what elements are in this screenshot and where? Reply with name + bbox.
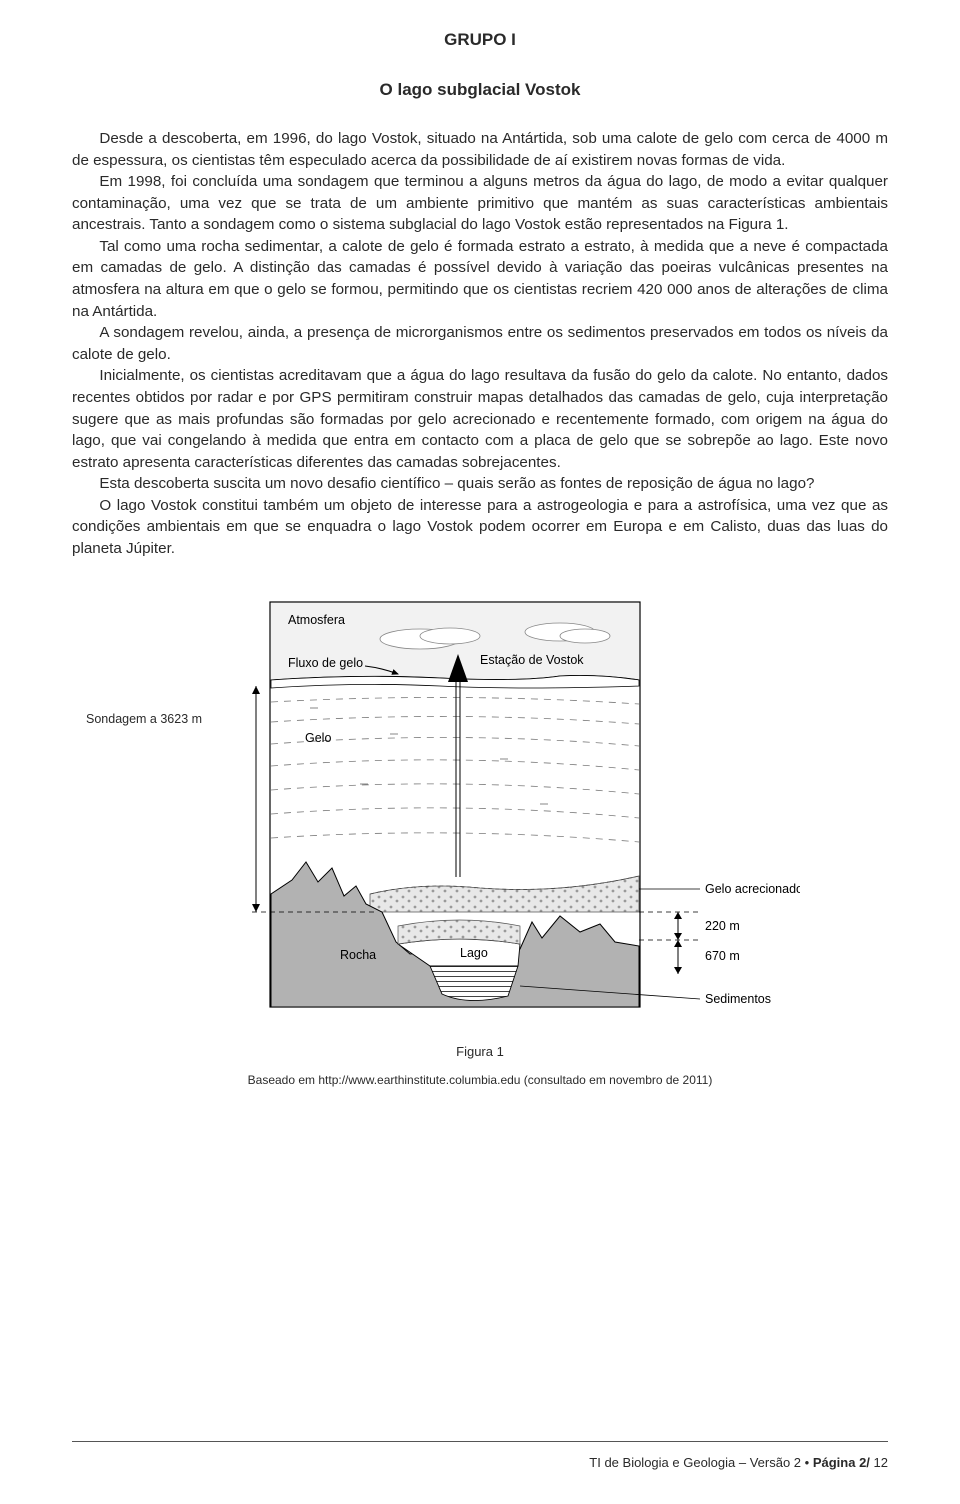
lake-label: Lago [460,946,488,960]
paragraph: Tal como uma rocha sedimentar, a calote … [72,236,888,322]
ice-flow-label: Fluxo de gelo [288,656,363,670]
body-text: Desde a descoberta, em 1996, do lago Vos… [72,128,888,560]
sediments-label: Sedimentos [705,992,771,1006]
figure-container: Sondagem a 3623 m Atmosfera [72,594,888,1087]
sondagem-label: Sondagem a 3623 m [86,712,202,726]
rock-label: Rocha [340,948,376,962]
subject-title: O lago subglacial Vostok [72,80,888,100]
depth-670-label: 670 m [705,949,740,963]
paragraph: A sondagem revelou, ainda, a presença de… [72,322,888,365]
figure-caption: Figura 1 [72,1044,888,1059]
paragraph: Inicialmente, os cientistas acreditavam … [72,365,888,473]
vostok-diagram: Atmosfera Fluxo de gelo Estação de Vosto… [160,594,800,1024]
footer-page-label: Página 2/ [809,1455,873,1470]
footer-text: TI de Biologia e Geologia – Versão 2 • P… [589,1455,888,1470]
atmosphere-label: Atmosfera [288,613,345,627]
paragraph: Esta descoberta suscita um novo desafio … [72,473,888,495]
depth-220-label: 220 m [705,919,740,933]
ice-label: Gelo [305,731,331,745]
figure-source: Baseado em http://www.earthinstitute.col… [72,1073,888,1087]
accreted-ice-label: Gelo acrecionado [705,882,800,896]
footer-prefix: TI de Biologia e Geologia – Versão 2 [589,1455,804,1470]
footer-divider [72,1441,888,1442]
station-label: Estação de Vostok [480,653,584,667]
footer-total: 12 [874,1455,888,1470]
paragraph: O lago Vostok constitui também um objeto… [72,495,888,560]
paragraph: Em 1998, foi concluída uma sondagem que … [72,171,888,236]
group-title: GRUPO I [72,30,888,50]
paragraph: Desde a descoberta, em 1996, do lago Vos… [72,128,888,171]
